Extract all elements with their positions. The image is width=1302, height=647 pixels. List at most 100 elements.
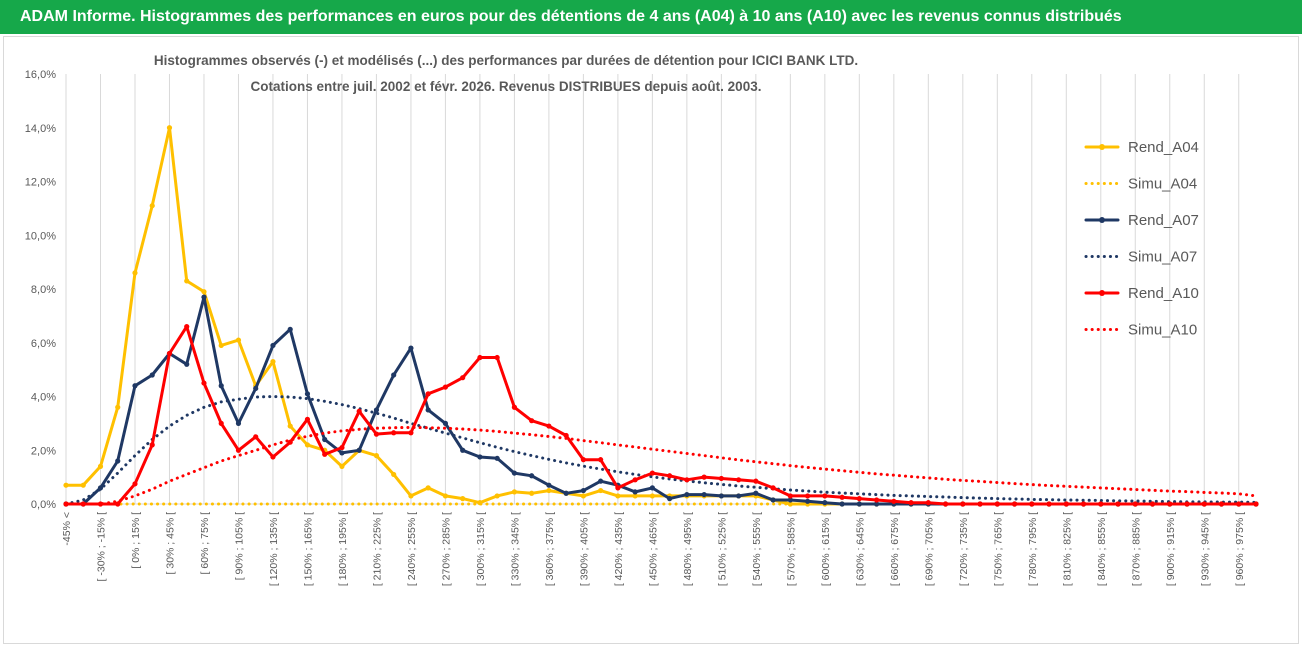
data-point [339,444,345,451]
legend-label: Simu_A10 [1128,322,1197,339]
data-point [684,491,690,498]
data-point [977,501,983,507]
x-tick-label: [ 690% ; 705% [ [923,512,935,586]
data-point [1098,501,1104,507]
data-point [166,350,173,357]
data-point [494,455,500,461]
data-point [1167,501,1173,507]
data-point [218,383,224,389]
legend-item-rend-a04: Rend_A04 [1084,139,1199,156]
x-tick-label: [ 180% ; 195% [ [337,512,349,586]
data-point [632,477,638,483]
data-point [425,407,431,413]
data-point [632,489,638,495]
legend-label: Rend_A07 [1128,212,1199,229]
data-point [1149,501,1156,507]
data-point [339,450,345,456]
data-point [598,457,604,463]
x-tick-label: [ 570% ; 585% [ [785,512,797,586]
data-point [563,432,569,439]
data-point [201,294,207,300]
data-point [425,485,431,491]
data-point [287,423,293,429]
data-point [63,482,69,488]
data-point [839,501,845,507]
x-tick-label: [ 930% ; 945% [ [1199,512,1211,586]
data-point [908,500,914,506]
data-point [804,498,811,504]
data-point [736,493,742,499]
data-point [632,493,638,499]
x-tick-label: [ 0% ; 15% [ [130,512,142,569]
y-tick-label: 4,0% [31,392,56,404]
data-point [1011,501,1018,507]
data-point [201,289,207,295]
data-point [580,457,586,463]
data-point [287,326,293,332]
data-point [408,345,414,351]
data-point [615,485,621,491]
data-point [529,418,535,424]
data-point [856,501,862,507]
x-tick-label: [ 120% ; 135% [ [268,512,280,586]
data-point [322,436,328,443]
legend-marker [1099,144,1105,150]
data-point [753,490,759,496]
x-tick-label: [ 90% ; 105% [ [233,512,245,580]
data-point [235,420,242,426]
data-point [1253,501,1259,507]
data-point [408,493,414,499]
data-point [649,485,655,491]
data-point [511,470,518,476]
x-tick-label: [ 720% ; 735% [ [958,512,970,586]
series-simu-a10 [64,425,1258,506]
data-point [667,496,673,502]
y-tick-label: 6,0% [31,338,56,350]
x-tick-label: [ 300% ; 315% [ [475,512,487,586]
data-point [546,482,552,488]
data-point [373,431,380,437]
data-point [822,500,828,506]
data-point [615,493,621,499]
data-point [132,481,138,487]
data-point [184,361,190,367]
y-tick-label: 14,0% [25,123,56,135]
y-tick-label: 2,0% [31,445,56,457]
series-rend-a10 [63,324,1259,507]
data-point [1236,501,1242,507]
data-point [960,501,966,507]
data-point [598,478,604,484]
data-point [873,497,880,503]
data-point [97,463,104,469]
data-point [1063,501,1069,507]
data-point [736,477,742,483]
data-point [770,497,776,503]
series-line [64,395,1258,506]
legend-item-rend-a07: Rend_A07 [1084,212,1199,229]
x-tick-label: [ 240% ; 255% [ [406,512,418,586]
data-point [1115,501,1121,507]
legend-label: Rend_A10 [1128,285,1199,302]
data-point [115,501,121,507]
data-point [701,491,707,498]
chart-area: 0,0% 2,0% 4,0% 6,0% 8,0% 10,0% 12,0% 14,0% 16,0%… [3,36,1299,644]
data-point [770,485,776,491]
data-point [753,478,759,484]
data-point [598,487,604,494]
data-point [442,384,449,390]
data-point [149,372,155,378]
x-tick-label: [ 210% ; 225% [ [371,512,383,586]
data-point [580,493,586,499]
x-tick-label: [ 420% ; 435% [ [613,512,625,586]
data-point [201,380,207,386]
y-tick-label: 12,0% [25,177,56,189]
x-axis: -45% < [ -30% ; -15% [[ 0% ; 15% [[ 30% ;… [61,512,1246,586]
x-tick-label: [ 360% ; 375% [ [544,512,556,586]
x-tick-label: [ -30% ; -15% [ [95,512,107,582]
x-tick-label: [ 870% ; 885% [ [1130,512,1142,586]
x-tick-label: [ 840% ; 855% [ [1096,512,1108,586]
data-point [460,447,466,453]
data-point [529,490,535,496]
data-point [287,439,293,445]
data-point [494,493,500,499]
